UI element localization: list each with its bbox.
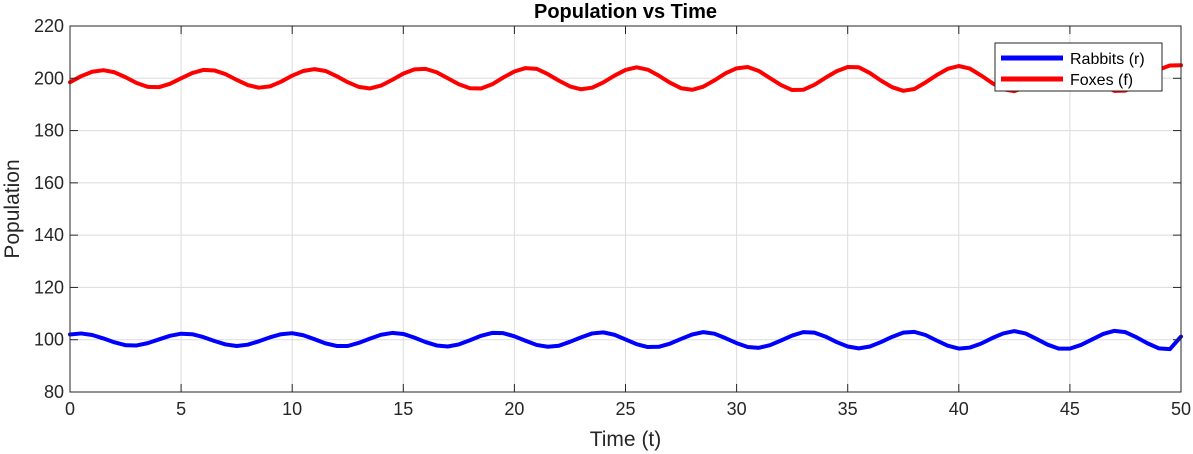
legend-label-foxes: Foxes (f) [1070,72,1133,89]
axis-ticks: 0 5 10 15 20 25 30 35 40 45 50 80 100 120 140 160 180 200… [34,16,1191,419]
chart-title: Population vs Time [534,1,717,23]
y-tick-label: 200 [34,68,64,88]
y-axis-label: Population [1,159,24,258]
y-tick-label: 160 [34,173,64,193]
y-tick-label: 120 [34,277,64,297]
x-tick-label: 30 [727,399,747,419]
x-tick-label: 5 [176,399,186,419]
x-tick-label: 10 [282,399,302,419]
legend-box [994,42,1163,92]
grid [70,26,1181,392]
x-tick-label: 20 [504,399,524,419]
x-tick-label: 35 [838,399,858,419]
x-tick-label: 40 [949,399,969,419]
x-tick-label: 50 [1171,399,1191,419]
legend: Rabbits (r) Foxes (f) [994,42,1163,92]
y-tick-label: 80 [44,382,64,402]
x-tick-label: 15 [393,399,413,419]
y-tick-label: 180 [34,121,64,141]
legend-label-rabbits: Rabbits (r) [1070,51,1145,68]
y-tick-label: 220 [34,16,64,36]
series-line-rabbits [68,328,1183,352]
y-tick-label: 100 [34,330,64,350]
x-axis-label: Time (t) [590,428,662,451]
x-tick-label: 25 [615,399,635,419]
x-tick-label: 45 [1060,399,1080,419]
x-tick-label: 0 [65,399,75,419]
y-tick-label: 140 [34,225,64,245]
